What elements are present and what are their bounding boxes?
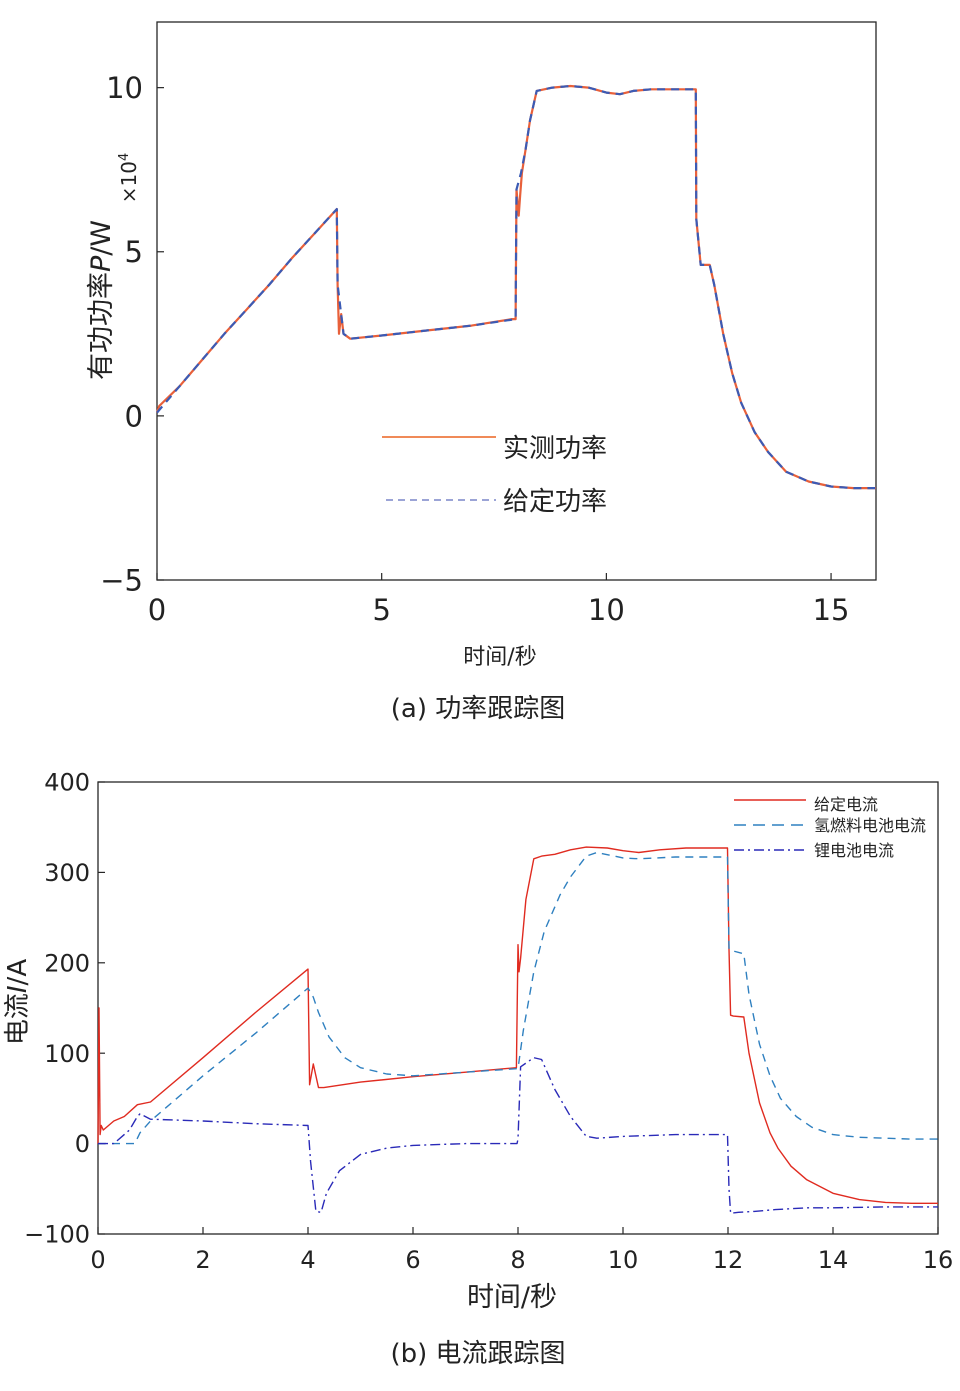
y-axis-label-b: 电流I/A [3, 959, 33, 1045]
series-line-b-0 [97, 846, 938, 1205]
legend-label-li-battery-current: 锂电池电流 [814, 841, 894, 860]
y-axis-label-a-prefix: 有功功率 [86, 272, 117, 380]
y-tick-label-b-3: 200 [44, 949, 90, 977]
x-tick-label-b-3: 6 [405, 1246, 420, 1274]
y-tick-label-a-1: 0 [125, 399, 143, 433]
exponent-base-a: ×10 [117, 161, 141, 203]
x-tick-label-a-1: 5 [372, 593, 390, 627]
x-tick-label-a-0: 0 [148, 593, 166, 627]
plot-area-b [97, 781, 939, 1235]
y-tick-label-b-1: 0 [75, 1130, 90, 1158]
x-axis-label-b: 时间/秒 [467, 1282, 557, 1313]
x-tick-label-b-2: 4 [300, 1246, 315, 1274]
x-tick-label-b-7: 14 [818, 1246, 849, 1274]
x-tick-label-b-1: 2 [195, 1246, 210, 1274]
legend-label-measured-power: 实测功率 [503, 434, 607, 464]
exponent-power-a: 4 [117, 153, 132, 161]
x-tick-label-b-6: 12 [713, 1246, 744, 1274]
y-tick-label-b-4: 300 [44, 859, 90, 887]
y-axis-label-b-unit: /A [3, 959, 33, 986]
x-tick-label-b-8: 16 [923, 1246, 954, 1274]
legend-b: 给定电流 氢燃料电池电流 锂电池电流 [734, 795, 926, 860]
series-line-a-1 [156, 84, 876, 490]
series-line-b-1 [98, 851, 938, 1145]
x-tick-label-b-5: 10 [608, 1246, 639, 1274]
caption-a: (a) 功率跟踪图 [391, 694, 566, 724]
y-tick-label-a-0: −5 [100, 563, 143, 597]
y-tick-label-b-5: 400 [44, 769, 90, 797]
y-axis-label-b-prefix: 电流 [3, 993, 33, 1045]
x-tick-label-a-3: 15 [813, 593, 850, 627]
x-axis-label-a: 时间/秒 [463, 645, 536, 670]
x-tick-label-b-0: 0 [90, 1246, 105, 1274]
y-tick-label-b-2: 100 [44, 1040, 90, 1068]
caption-b: (b) 电流跟踪图 [390, 1339, 565, 1369]
series-line-b-2 [98, 1056, 938, 1214]
y-tick-label-a-3: 10 [106, 71, 143, 105]
legend-label-reference-power: 给定功率 [503, 487, 607, 517]
x-tick-label-b-4: 8 [510, 1246, 525, 1274]
y-axis-label-a-unit: /W [86, 220, 117, 256]
exponent-label-a: ×104 [117, 153, 141, 204]
y-axis-label-b-var: I [3, 985, 33, 993]
legend-label-fuel-cell-current: 氢燃料电池电流 [814, 816, 926, 835]
legend-label-reference-current: 给定电流 [814, 795, 878, 814]
y-axis-label-a-var: P [86, 255, 117, 272]
x-tick-label-a-2: 10 [588, 593, 625, 627]
y-tick-label-b-0: −100 [24, 1221, 90, 1249]
y-axis-label-a: 有功功率P/W [86, 220, 117, 380]
y-tick-label-a-2: 5 [125, 235, 143, 269]
legend-a: 实测功率 给定功率 [382, 434, 607, 517]
